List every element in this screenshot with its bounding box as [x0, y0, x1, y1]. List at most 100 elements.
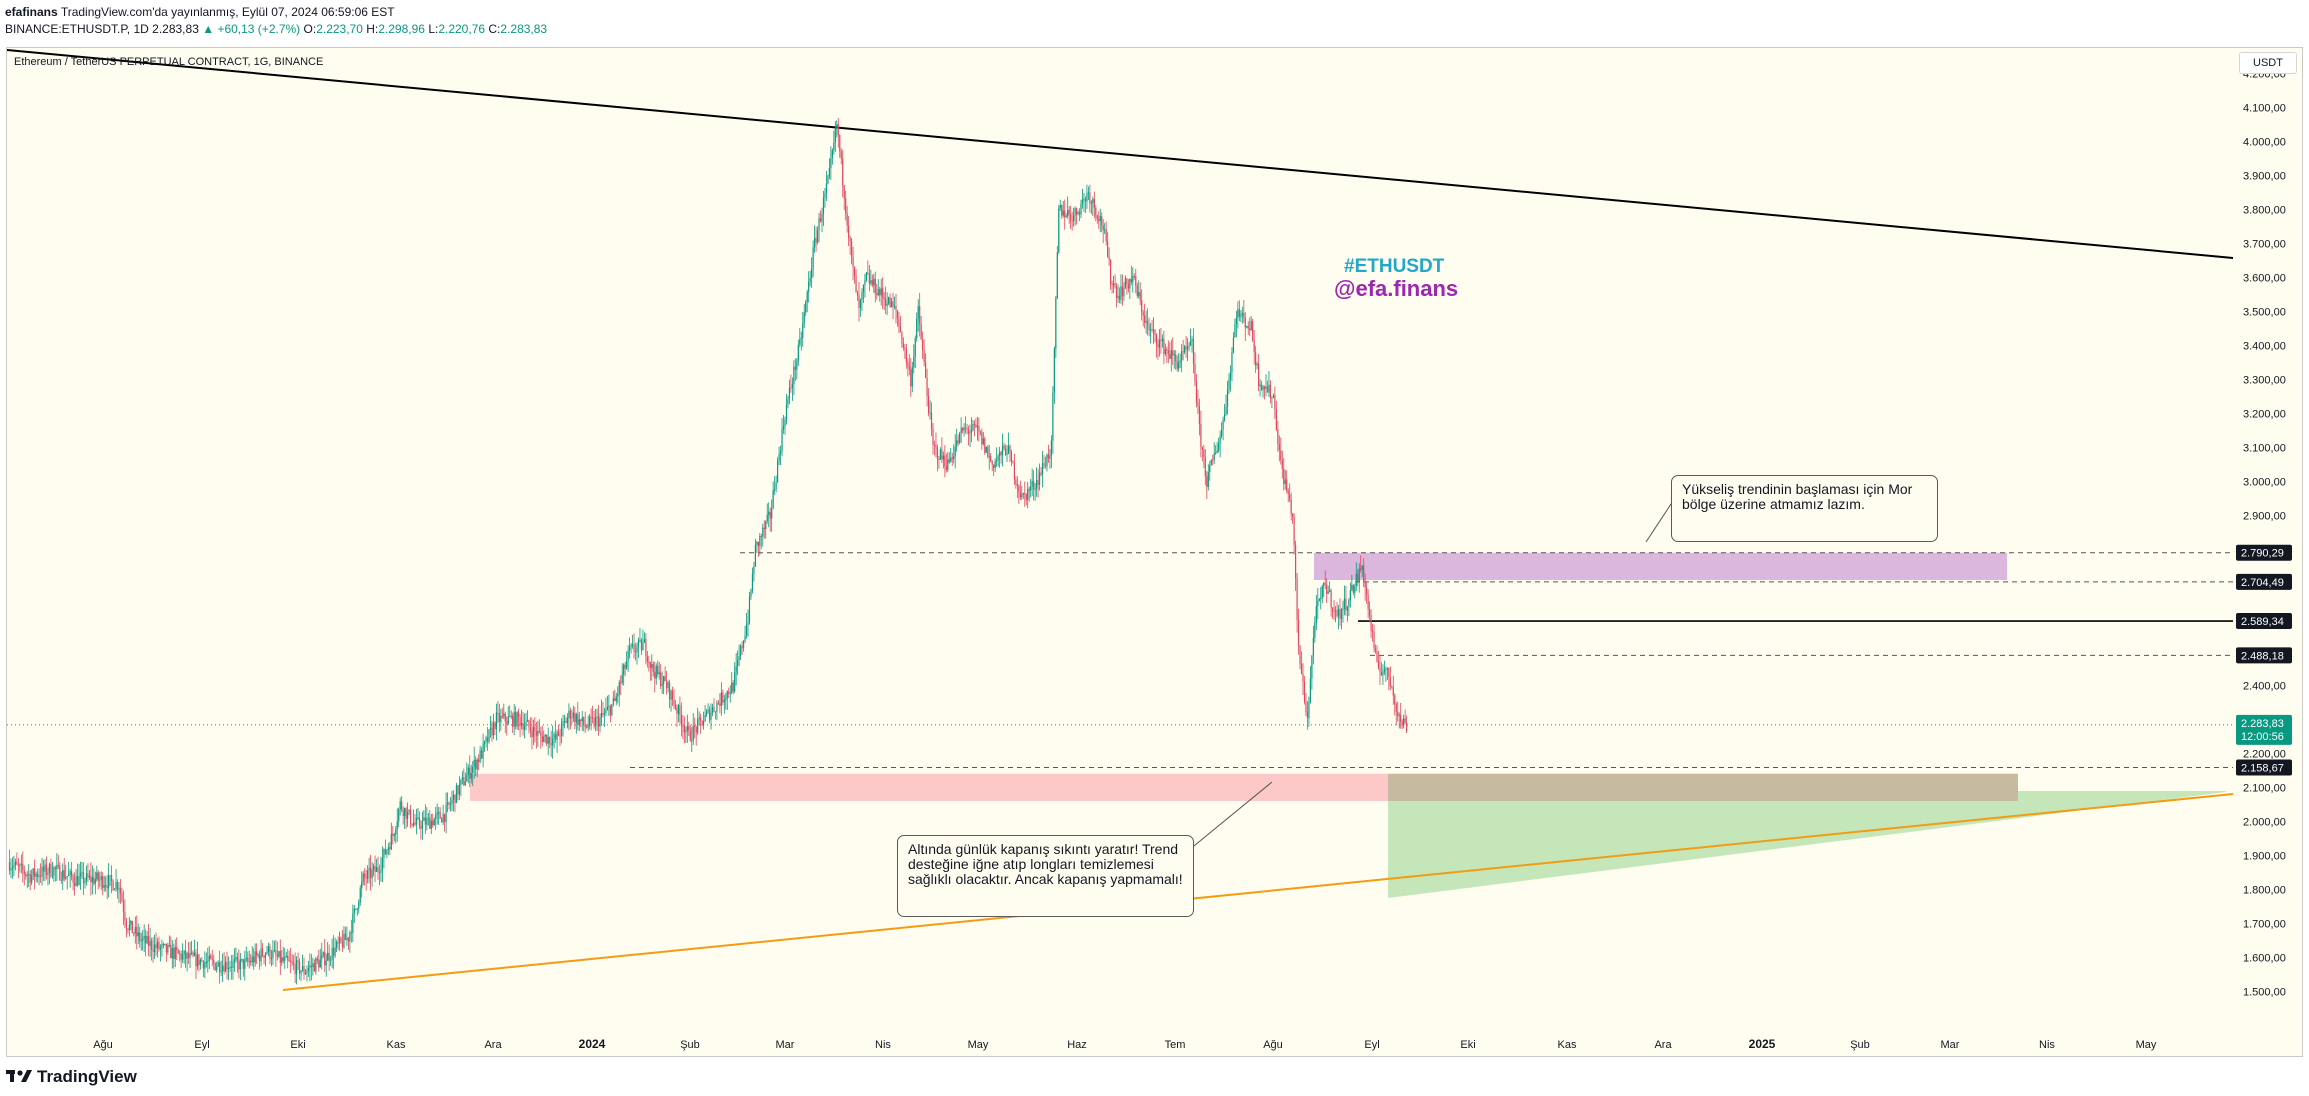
candle [870, 269, 872, 286]
candle [950, 447, 952, 463]
y-tick-label: 1.500,00 [2243, 986, 2286, 998]
candle [592, 705, 594, 724]
candle [848, 216, 850, 247]
candle [446, 792, 449, 813]
candle [748, 591, 751, 625]
last-price: 2.283,83 [152, 22, 199, 36]
candle [1129, 278, 1131, 299]
candle [623, 663, 625, 686]
candle [1197, 389, 1199, 414]
candle [594, 708, 597, 732]
candle [978, 417, 980, 442]
candle [1206, 471, 1208, 500]
candle [907, 358, 909, 377]
candle [666, 670, 668, 695]
candle [293, 955, 295, 971]
candle [599, 713, 601, 733]
level-price-label: 2.488,18 [2236, 647, 2292, 664]
candle [337, 936, 339, 950]
candle [285, 951, 287, 958]
candle [782, 414, 785, 434]
candle [938, 455, 940, 469]
candle [1256, 361, 1258, 370]
candle [639, 627, 641, 643]
y-tick-label: 1.800,00 [2243, 884, 2286, 896]
candle [498, 703, 500, 733]
candle [994, 458, 996, 473]
candle [935, 432, 937, 458]
currency-button[interactable]: USDT [2239, 52, 2297, 74]
candle [207, 947, 209, 973]
candle [1185, 335, 1187, 358]
candle [71, 861, 73, 881]
candle [1400, 702, 1402, 729]
candle [883, 291, 885, 310]
candle [661, 671, 663, 694]
candle [633, 633, 635, 659]
candle [1209, 461, 1211, 481]
candle [1030, 479, 1032, 498]
candle [751, 567, 754, 594]
svg-text:2.158,67: 2.158,67 [2241, 762, 2284, 774]
candle [1055, 295, 1057, 358]
candle [772, 481, 774, 510]
candle [217, 960, 219, 968]
candle [401, 796, 403, 813]
candle [1383, 660, 1385, 676]
candle [584, 711, 586, 733]
candle [794, 358, 796, 382]
candle [845, 190, 847, 221]
x-tick-label: 2024 [579, 1037, 606, 1051]
candle [185, 939, 187, 968]
candle [589, 714, 591, 730]
candle [1283, 458, 1285, 491]
x-tick-label: Tem [1165, 1039, 1186, 1051]
y-tick-label: 4.100,00 [2243, 102, 2286, 114]
candle [1302, 663, 1304, 696]
candle [731, 672, 733, 694]
candle [330, 955, 332, 967]
x-tick-label: Nis [875, 1039, 891, 1051]
candle [975, 418, 977, 429]
candle [839, 134, 841, 158]
candle [1401, 719, 1403, 729]
candle [808, 271, 810, 303]
candle [726, 690, 728, 710]
candle [629, 637, 631, 659]
candle [959, 432, 961, 445]
candle [898, 311, 900, 334]
candle [1249, 317, 1251, 337]
candle [1363, 558, 1365, 587]
candle [967, 425, 970, 446]
candle [1394, 693, 1396, 716]
candle [818, 212, 820, 243]
candle [208, 946, 210, 969]
candle [805, 299, 807, 316]
candle [549, 736, 551, 749]
svg-text:2.283,83: 2.283,83 [2241, 718, 2284, 730]
candle [969, 424, 971, 447]
candle [1398, 712, 1400, 729]
candle [1262, 384, 1264, 398]
candle [788, 379, 791, 405]
candle [398, 807, 400, 828]
brand-name: TradingView [37, 1067, 137, 1086]
candle [370, 854, 372, 891]
candle [327, 942, 329, 961]
candle [1268, 371, 1270, 397]
candle [472, 761, 474, 787]
candle [611, 704, 613, 717]
candle [658, 661, 660, 680]
candle [1003, 442, 1005, 451]
candle [725, 692, 727, 710]
candle [596, 708, 598, 732]
candle [159, 944, 162, 962]
candle [387, 842, 389, 856]
candle [470, 764, 472, 784]
candle [787, 395, 789, 409]
close-value: 2.283,83 [500, 22, 548, 36]
candle [744, 625, 746, 643]
candle [334, 937, 336, 959]
